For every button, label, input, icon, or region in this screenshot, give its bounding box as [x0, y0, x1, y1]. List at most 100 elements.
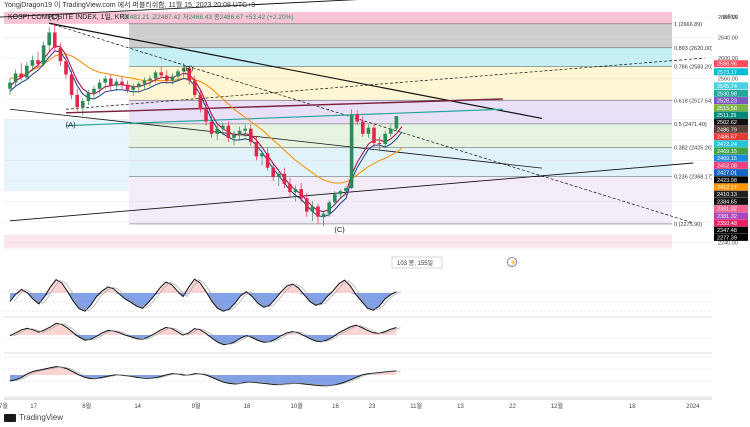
svg-text:⚡: ⚡ [510, 259, 517, 267]
price-level-badge [714, 147, 748, 155]
fib-band [129, 47, 672, 67]
price-tick-label: 2680.00 [718, 15, 738, 21]
osc-oversold-fill [10, 335, 397, 345]
price-level-badge [714, 140, 748, 148]
price-axis: 2680.002640.002600.002560.002520.002480.… [712, 12, 750, 415]
time-tick-label: 9월 [192, 402, 201, 410]
fib-level-label: 0.382 (2425.26) [674, 146, 713, 152]
candle-body [159, 72, 163, 76]
candle-body [165, 75, 169, 81]
fib-band [129, 66, 672, 101]
time-tick-label: 18 [629, 404, 636, 410]
price-level-value: 2412.17 [717, 185, 737, 191]
time-tick-label: 13 [457, 404, 464, 410]
candle-body [221, 125, 225, 129]
candle-body [327, 202, 331, 214]
ohlc-readout: 시2482.21 고2487.42 저2468.43 종2486.67 +53.… [120, 12, 294, 21]
time-tick-label: 11월 [410, 402, 422, 410]
osc-signal-line [13, 279, 401, 311]
candle-body [237, 130, 242, 135]
price-level-value: 2502.62 [717, 120, 737, 126]
oscillator-panes: 220.00200.00180.00254.80235.20230.00179.… [4, 271, 748, 398]
fib-band [129, 23, 672, 48]
measure-box-label: 103 봉, 155일 [397, 259, 433, 267]
price-level-value: 2423.98 [717, 178, 737, 184]
time-tick-label: 17 [30, 404, 37, 410]
candle-body [265, 153, 270, 168]
candle-body [86, 92, 91, 102]
price-level-badge [714, 197, 748, 205]
fib-level-label: 0 (2275.90) [674, 222, 702, 228]
tradingview-logo[interactable]: TradingView [4, 413, 63, 422]
price-level-value: 2486.79 [717, 127, 737, 133]
price-level-value: 2347.48 [717, 228, 737, 234]
candle-body [366, 127, 371, 134]
price-level-value: 2469.15 [717, 156, 737, 162]
candle-body [243, 128, 247, 131]
candle-body [125, 84, 130, 90]
candle-body [349, 114, 354, 189]
trend-line [49, 22, 694, 224]
candle-body [338, 191, 343, 195]
candle-body [321, 213, 326, 217]
price-level-badge [714, 89, 748, 97]
wave-label: (A) [66, 120, 77, 129]
candle-body [383, 133, 387, 145]
price-level-value: 2472.24 [717, 142, 737, 148]
candle-body [176, 71, 180, 77]
fib-level-label: 1 (2666.89) [674, 22, 702, 28]
candle-body [271, 167, 275, 177]
candle-body [333, 194, 337, 203]
trend-line [49, 22, 543, 120]
candle-body [137, 83, 141, 87]
price-level-badge [714, 161, 748, 169]
osc-signal-line [13, 323, 401, 345]
price-level-badge [714, 219, 748, 227]
candle-body [232, 134, 236, 138]
time-tick-label: 12월 [551, 402, 563, 410]
price-level-badge [714, 111, 748, 119]
time-tick-label: 10월 [291, 402, 303, 410]
candle-body [41, 45, 46, 65]
fib-level-label: 0.236 (2368.17) [674, 175, 713, 181]
fib-band [129, 123, 672, 148]
candle-body [193, 80, 197, 95]
candle-body [344, 188, 348, 192]
price-level-value: 2573.17 [717, 70, 737, 76]
price-level-badge [714, 104, 748, 112]
trend-line [65, 57, 705, 110]
price-tick-label: 2600.00 [718, 56, 738, 62]
candle-body [361, 121, 365, 134]
trend-line [9, 162, 694, 222]
price-tick-label: 2240.00 [718, 240, 738, 246]
price-level-badge [714, 118, 748, 126]
candle-body [355, 114, 359, 122]
price-level-value: 2410.13 [717, 192, 737, 198]
price-level-value: 2381.32 [717, 214, 737, 220]
time-tick-label: 22 [509, 404, 516, 410]
ma-slow-line [9, 53, 403, 184]
candle-body [13, 73, 18, 83]
candle-body [260, 153, 264, 157]
price-level-value: 2469.15 [717, 149, 737, 155]
candle-body [226, 125, 231, 138]
price-level-value: 2530.98 [717, 91, 737, 97]
candle-body [58, 47, 63, 62]
candle-body [305, 198, 309, 212]
candle-body [249, 128, 253, 143]
price-level-badge [714, 190, 748, 198]
time-tick-label: 8월 [82, 402, 91, 410]
trend-line [65, 98, 503, 114]
candle-body [131, 86, 135, 90]
candle-body [187, 68, 191, 81]
price-level-badge [714, 212, 748, 220]
candle-body [377, 143, 382, 145]
price-level-value: 2545.74 [717, 84, 737, 90]
replay-icon[interactable]: ⚡ [507, 257, 517, 267]
candle-body [103, 78, 107, 83]
candle-body [153, 72, 158, 79]
candle-body [316, 206, 320, 217]
candle-body [92, 88, 96, 93]
elliott-wave-labels: (C) (B) (A) (C) [49, 13, 346, 234]
